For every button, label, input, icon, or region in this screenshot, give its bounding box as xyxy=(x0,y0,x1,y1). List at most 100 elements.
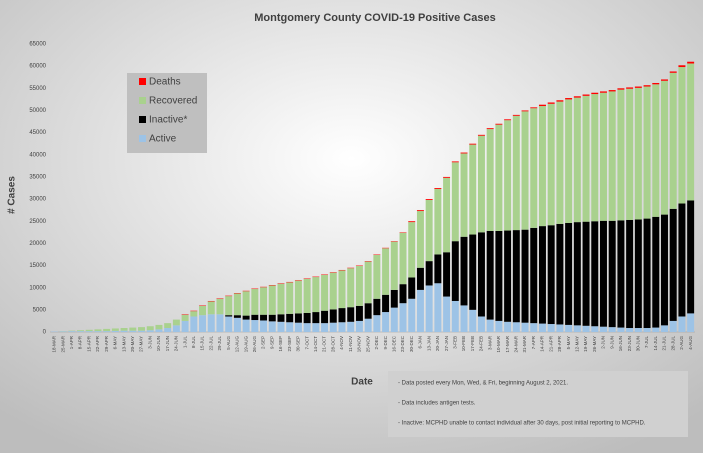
bar-segment xyxy=(77,330,84,332)
bar-segment xyxy=(373,298,381,316)
bar-segment xyxy=(608,327,616,332)
x-tick-label: 26-AUG xyxy=(252,336,257,353)
bar-segment xyxy=(477,316,485,332)
y-tick-label: 15000 xyxy=(29,263,46,269)
x-tick-label: 3-MAR xyxy=(487,335,492,350)
bar-segment xyxy=(207,301,215,315)
chart-title: Montgomery County COVID-19 Positive Case… xyxy=(254,12,495,24)
bar-segment xyxy=(190,311,198,317)
bar-segment xyxy=(591,92,599,95)
x-tick-label: 9-SEP xyxy=(269,336,274,349)
bar-segment xyxy=(164,328,172,332)
y-tick-label: 40000 xyxy=(29,152,46,158)
x-tick-label: 8-JUL xyxy=(191,336,196,349)
bar-segment xyxy=(146,330,154,332)
bar-segment xyxy=(460,305,468,332)
x-tick-label: 16-JUN xyxy=(618,336,623,351)
bar-segment xyxy=(233,293,241,316)
bar-segment xyxy=(408,277,416,299)
bar-segment xyxy=(85,329,93,332)
bar-segment xyxy=(669,71,677,73)
bar-segment xyxy=(504,230,512,322)
bar-segment xyxy=(626,88,634,220)
bar-segment xyxy=(260,314,268,321)
x-tick-label: 19-MAY xyxy=(583,336,588,352)
x-tick-label: 10-FEB xyxy=(461,336,466,351)
bar-segment xyxy=(373,315,381,332)
bar-segment xyxy=(661,80,668,215)
legend-label: Deaths xyxy=(149,77,181,88)
bar-segment xyxy=(399,232,407,285)
y-tick-label: 65000 xyxy=(29,42,46,48)
bar-segment xyxy=(669,72,677,209)
bar-segment xyxy=(382,294,390,313)
x-tick-label: 16-DEC xyxy=(391,335,396,352)
bar-segment xyxy=(416,289,424,332)
bar-segment xyxy=(530,323,538,332)
bar-segment xyxy=(416,210,424,212)
x-tick-label: 14-OCT xyxy=(313,336,318,352)
bar-segment xyxy=(504,321,512,332)
bar-segment xyxy=(669,208,677,321)
x-tick-label: 21-OCT xyxy=(322,336,327,352)
bar-segment xyxy=(521,111,529,230)
bar-segment xyxy=(573,222,581,326)
bar-segment xyxy=(599,220,607,327)
note: - Inactive: MCPHD unable to contact indi… xyxy=(398,421,646,427)
bar-segment xyxy=(434,283,442,332)
x-tick-label: 22-APR xyxy=(95,335,100,352)
bar-segment xyxy=(538,106,546,227)
x-tick-label: 16-SEP xyxy=(278,336,283,352)
bar-segment xyxy=(556,100,564,102)
x-tick-label: 6-MAY xyxy=(113,336,118,349)
bar-segment xyxy=(373,254,381,299)
bar-segment xyxy=(643,86,651,219)
bar-segment xyxy=(538,104,546,107)
x-tick-label: 26-MAY xyxy=(592,336,597,352)
legend-label: Recovered xyxy=(149,96,197,107)
bar-segment xyxy=(233,315,241,318)
bar-segment xyxy=(652,216,660,328)
x-tick-label: 28-JUL xyxy=(670,336,675,351)
bar-segment xyxy=(347,321,355,332)
bar-segment xyxy=(678,316,686,332)
bar-segment xyxy=(469,234,477,310)
bar-segment xyxy=(634,87,642,220)
bar-segment xyxy=(390,289,398,308)
bar-segment xyxy=(277,314,285,322)
bar-segment xyxy=(643,85,651,87)
x-tick-label: 2-JUN xyxy=(601,336,606,349)
bar-segment xyxy=(329,272,337,310)
y-tick-label: 60000 xyxy=(29,64,46,70)
bar-segment xyxy=(591,221,599,327)
bar-segment xyxy=(626,87,634,89)
x-tick-label: 25-NOV xyxy=(365,336,370,352)
notes-box xyxy=(388,371,688,437)
bar-segment xyxy=(512,114,520,116)
x-tick-label: 15-JUL xyxy=(200,336,205,351)
bar-segment xyxy=(521,110,529,112)
bar-segment xyxy=(329,322,337,332)
x-tick-label: 3-JUN xyxy=(147,336,152,349)
bar-segment xyxy=(486,128,494,130)
bar-segment xyxy=(312,277,320,313)
bar-segment xyxy=(608,220,616,328)
x-tick-label: 10-MAR xyxy=(496,335,501,352)
bar-segment xyxy=(443,252,451,297)
x-tick-label: 10-JUN xyxy=(156,336,161,351)
bar-segment xyxy=(77,331,84,332)
x-tick-label: 28-APR xyxy=(557,335,562,352)
x-tick-label: 29-APR xyxy=(104,335,109,352)
bar-segment xyxy=(408,298,416,332)
x-tick-label: 30-DEC xyxy=(409,335,414,352)
legend-swatch xyxy=(139,116,146,123)
x-tick-label: 11-NOV xyxy=(348,336,353,352)
bar-segment xyxy=(617,220,625,328)
bar-segment xyxy=(687,63,695,201)
bar-segment xyxy=(565,99,573,224)
bar-segment xyxy=(460,153,468,237)
bar-segment xyxy=(530,227,538,324)
y-tick-label: 50000 xyxy=(29,108,46,114)
bar-segment xyxy=(486,319,494,332)
bar-segment xyxy=(129,327,137,331)
